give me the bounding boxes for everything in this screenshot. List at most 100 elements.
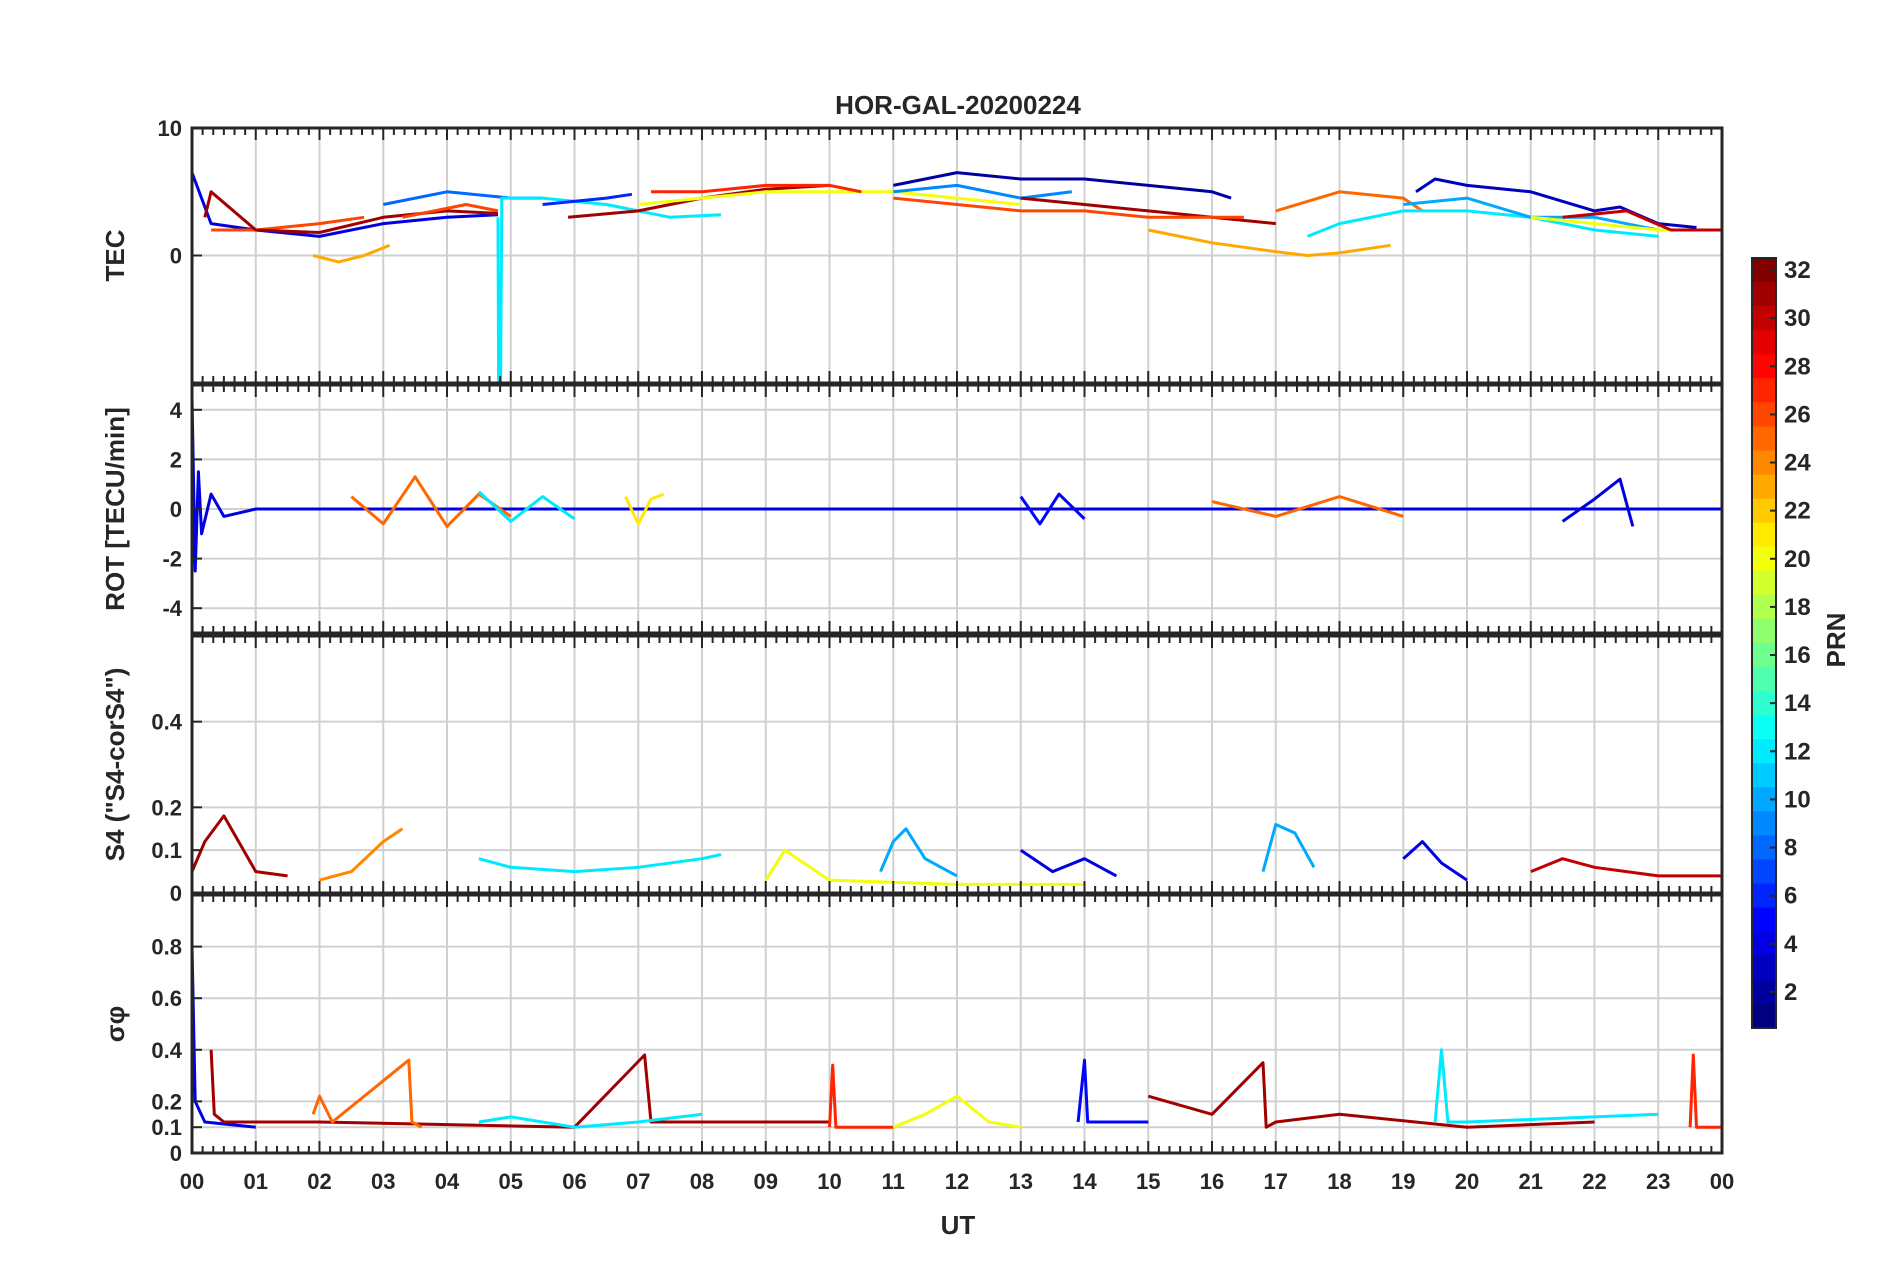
colorbar-swatch bbox=[1752, 378, 1776, 403]
series-line-prn-20 bbox=[638, 190, 1021, 206]
series-line-prn-27 bbox=[828, 1063, 894, 1129]
y-tick-label: 0.6 bbox=[151, 986, 182, 1011]
y-tick-label: 0 bbox=[170, 497, 182, 522]
series-line-prn-25 bbox=[350, 475, 512, 528]
y-tick-label: 0 bbox=[170, 881, 182, 906]
x-tick-label: 15 bbox=[1136, 1169, 1160, 1194]
x-tick-label: 14 bbox=[1072, 1169, 1097, 1194]
series-line-prn-26 bbox=[893, 196, 1244, 219]
series-line-prn-31 bbox=[567, 183, 830, 219]
colorbar-tick-label: 26 bbox=[1784, 401, 1811, 428]
x-tick-label: 13 bbox=[1009, 1169, 1033, 1194]
series-line-prn-12 bbox=[1433, 1048, 1659, 1124]
series-group bbox=[192, 397, 1722, 573]
x-tick-label: 19 bbox=[1391, 1169, 1415, 1194]
series-line-prn-9 bbox=[893, 183, 1072, 200]
colorbar-tick-label: 28 bbox=[1784, 353, 1811, 380]
colorbar-swatch bbox=[1752, 282, 1776, 307]
series-line-prn-20 bbox=[764, 848, 1085, 886]
y-tick-label: 2 bbox=[170, 447, 182, 472]
series-line-prn-4 bbox=[1561, 477, 1635, 527]
series-line-prn-26 bbox=[402, 203, 499, 219]
series-line-prn-4 bbox=[1019, 848, 1118, 878]
series-line-prn-25 bbox=[1275, 190, 1424, 213]
y-tick-label: 0 bbox=[170, 244, 182, 269]
y-tick-label: 10 bbox=[158, 116, 182, 141]
y-tick-label: 0.2 bbox=[151, 795, 182, 820]
series-line-prn-4 bbox=[192, 397, 1722, 573]
colorbar-swatch bbox=[1752, 811, 1776, 836]
y-tick-label: -2 bbox=[162, 547, 182, 572]
y-tick-label: 0.1 bbox=[151, 1115, 182, 1140]
series-line-prn-27 bbox=[651, 183, 862, 194]
colorbar-swatch bbox=[1752, 955, 1776, 981]
x-tick-label: 22 bbox=[1582, 1169, 1606, 1194]
colorbar-tick-label: 6 bbox=[1784, 883, 1797, 910]
colorbar-tick-label: 16 bbox=[1784, 642, 1811, 669]
y-tick-label: -4 bbox=[162, 596, 182, 621]
colorbar-swatch bbox=[1752, 330, 1776, 355]
colorbar-tick-label: 32 bbox=[1784, 257, 1811, 284]
colorbar-tick-label: 8 bbox=[1784, 835, 1797, 862]
colorbar-tick-label: 2 bbox=[1784, 979, 1797, 1006]
colorbar-swatch bbox=[1752, 667, 1776, 692]
x-tick-label: 20 bbox=[1455, 1169, 1479, 1194]
y-tick-label: 0 bbox=[170, 1141, 182, 1166]
series-line-prn-5 bbox=[1019, 492, 1086, 526]
series-line-prn-31 bbox=[203, 190, 499, 234]
series-line-prn-30 bbox=[1530, 857, 1722, 878]
series-line-prn-25 bbox=[1211, 495, 1404, 518]
y-tick-label: 0.1 bbox=[151, 838, 182, 863]
colorbar-swatch bbox=[1752, 474, 1776, 500]
series-line-prn-23 bbox=[312, 243, 391, 264]
x-tick-label: 21 bbox=[1519, 1169, 1543, 1194]
y-axis-label: ROT [TECU/min] bbox=[100, 407, 130, 611]
series-group bbox=[192, 171, 1722, 383]
colorbar-tick-label: 12 bbox=[1784, 738, 1811, 765]
x-tick-label: 04 bbox=[435, 1169, 460, 1194]
colorbar-tick-label: 20 bbox=[1784, 546, 1811, 573]
series-line-prn-20 bbox=[892, 1094, 1022, 1129]
x-tick-label: 00 bbox=[180, 1169, 204, 1194]
chart-title: HOR-GAL-20200224 bbox=[835, 90, 1081, 120]
panel-sigma_phi: 0.8 0.6 0.4 0.20.10 σφ 00 01 02 03 04 05 06 07 08 09 10… bbox=[100, 893, 1734, 1194]
y-tick-label: 0.4 bbox=[151, 1038, 182, 1063]
x-axis-label: UT bbox=[941, 1210, 976, 1240]
panel-tec: 10 0 TEC bbox=[100, 116, 1724, 385]
series-line-prn-4 bbox=[192, 946, 256, 1129]
panel-s4: 0.4 0.2 0.1 0 S4 ("S4-corS4") bbox=[100, 634, 1724, 906]
y-tick-label: 4 bbox=[170, 398, 183, 423]
series-line-prn-30 bbox=[1562, 209, 1722, 232]
colorbar-swatch bbox=[1752, 618, 1776, 644]
x-tick-label: 16 bbox=[1200, 1169, 1224, 1194]
series-line-prn-10 bbox=[879, 827, 958, 878]
series-line-prn-31 bbox=[1020, 196, 1276, 226]
x-tick-label: 08 bbox=[690, 1169, 714, 1194]
series-line-prn-12 bbox=[496, 196, 722, 383]
series-line-prn-23 bbox=[1148, 228, 1391, 257]
series-line-prn-31 bbox=[209, 1049, 830, 1129]
x-tick-label: 09 bbox=[754, 1169, 778, 1194]
colorbar-swatch bbox=[1752, 763, 1776, 788]
x-tick-label: 03 bbox=[371, 1169, 395, 1194]
series-group bbox=[192, 814, 1722, 886]
colorbar-tick-label: 22 bbox=[1784, 498, 1811, 525]
x-tick-label: 06 bbox=[562, 1169, 586, 1194]
x-tick-label: 18 bbox=[1327, 1169, 1351, 1194]
series-line-prn-21 bbox=[624, 492, 665, 526]
y-axis-label: TEC bbox=[100, 229, 130, 281]
colorbar-swatch bbox=[1752, 426, 1776, 451]
x-tick-label: 02 bbox=[307, 1169, 331, 1194]
series-line-prn-12 bbox=[478, 1112, 703, 1129]
colorbar-swatch bbox=[1752, 1003, 1776, 1029]
series-line-prn-5 bbox=[1076, 1058, 1149, 1124]
series-line-prn-24 bbox=[319, 827, 404, 882]
colorbar-label: PRN bbox=[1821, 613, 1851, 668]
series-group bbox=[192, 946, 1722, 1129]
series-line-prn-4 bbox=[192, 172, 499, 238]
series-line-prn-27 bbox=[1688, 1053, 1722, 1129]
series-line-prn-31 bbox=[1147, 1061, 1595, 1129]
series-line-prn-6 bbox=[542, 192, 633, 206]
